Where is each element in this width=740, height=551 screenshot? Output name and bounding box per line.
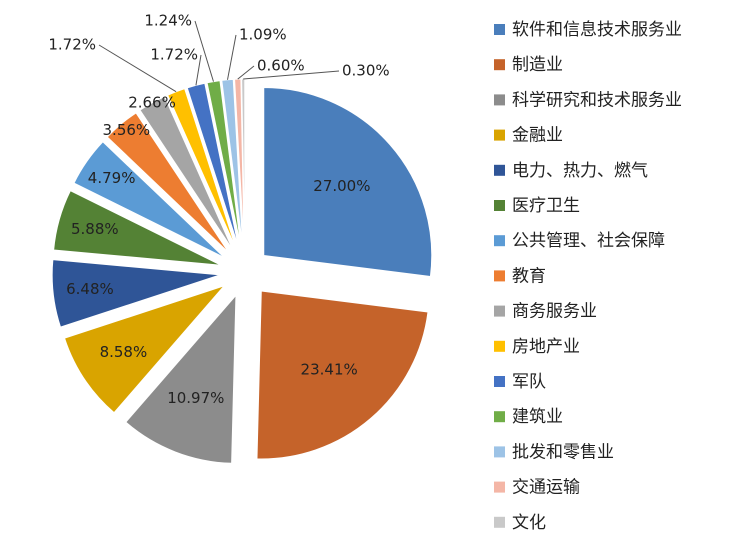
- leader-line: [243, 70, 340, 80]
- pie-slice: [256, 290, 429, 460]
- data-label: 0.30%: [342, 62, 390, 80]
- legend: 软件和信息技术服务业制造业科学研究和技术服务业金融业电力、热力、燃气医疗卫生公共…: [494, 20, 682, 533]
- data-labels: 27.00% 23.41% 10.97% 8.58% 6.48% 5.88% 4.79% 3.…: [48, 12, 389, 408]
- legend-label: 文化: [512, 513, 546, 533]
- data-label: 1.72%: [150, 46, 198, 64]
- legend-swatch: [494, 376, 505, 387]
- legend-label: 制造业: [512, 55, 563, 75]
- data-label: 0.60%: [257, 57, 305, 75]
- legend-swatch: [494, 24, 505, 35]
- leader-lines: [98, 20, 340, 93]
- pie-slice: [263, 86, 433, 278]
- legend-label: 建筑业: [512, 407, 563, 427]
- pie-slice: [186, 82, 240, 248]
- pie-slice: [51, 259, 221, 328]
- legend-label: 软件和信息技术服务业: [512, 20, 682, 40]
- legend-swatch: [494, 235, 505, 247]
- leader-line: [194, 20, 214, 82]
- legend-swatch: [494, 305, 505, 317]
- pie-slice: [125, 293, 237, 464]
- data-label: 8.58%: [100, 343, 148, 361]
- leader-line: [195, 54, 202, 86]
- legend-swatch: [494, 129, 505, 141]
- data-label: 1.24%: [144, 12, 192, 30]
- legend-label: 电力、热力、燃气: [512, 161, 648, 181]
- legend-swatch: [494, 481, 505, 493]
- legend-label: 公共管理、社会保障: [512, 231, 665, 251]
- legend-label: 商务服务业: [512, 302, 597, 322]
- pie-slice: [221, 78, 244, 248]
- legend-swatch: [494, 200, 505, 211]
- legend-swatch: [494, 270, 505, 282]
- legend-swatch: [494, 411, 505, 423]
- data-label: 1.09%: [239, 26, 287, 44]
- legend-label: 科学研究和技术服务业: [512, 90, 682, 110]
- legend-label: 交通运输: [512, 478, 580, 498]
- legend-swatch: [494, 94, 505, 106]
- data-label: 4.79%: [88, 169, 136, 187]
- legend-swatch: [494, 59, 505, 71]
- data-label: 3.56%: [103, 121, 151, 139]
- legend-label: 教育: [512, 266, 546, 286]
- legend-label: 金融业: [512, 126, 563, 146]
- data-label: 27.00%: [313, 177, 370, 195]
- legend-swatch: [494, 516, 505, 528]
- pie-slice: [63, 284, 226, 414]
- leader-line: [227, 34, 237, 80]
- pie-slice: [106, 112, 230, 254]
- legend-label: 军队: [512, 372, 546, 392]
- data-label: 6.48%: [66, 280, 114, 298]
- data-label: 5.88%: [71, 220, 119, 238]
- legend-swatch: [494, 446, 505, 458]
- data-label: 10.97%: [167, 389, 224, 407]
- data-label: 1.72%: [48, 36, 96, 54]
- legend-swatch: [494, 340, 505, 352]
- pie-slices: [51, 78, 433, 464]
- pie-slice: [53, 189, 222, 266]
- leader-line: [237, 65, 255, 80]
- pie-slice: [73, 141, 225, 259]
- legend-label: 房地产业: [512, 337, 580, 357]
- leader-line: [98, 44, 177, 93]
- pie-slice: [139, 95, 234, 251]
- legend-label: 医疗卫生: [512, 196, 580, 216]
- legend-label: 批发和零售业: [512, 442, 614, 462]
- data-label: 2.66%: [128, 93, 176, 111]
- legend-swatch: [494, 164, 505, 176]
- data-label: 23.41%: [301, 360, 358, 378]
